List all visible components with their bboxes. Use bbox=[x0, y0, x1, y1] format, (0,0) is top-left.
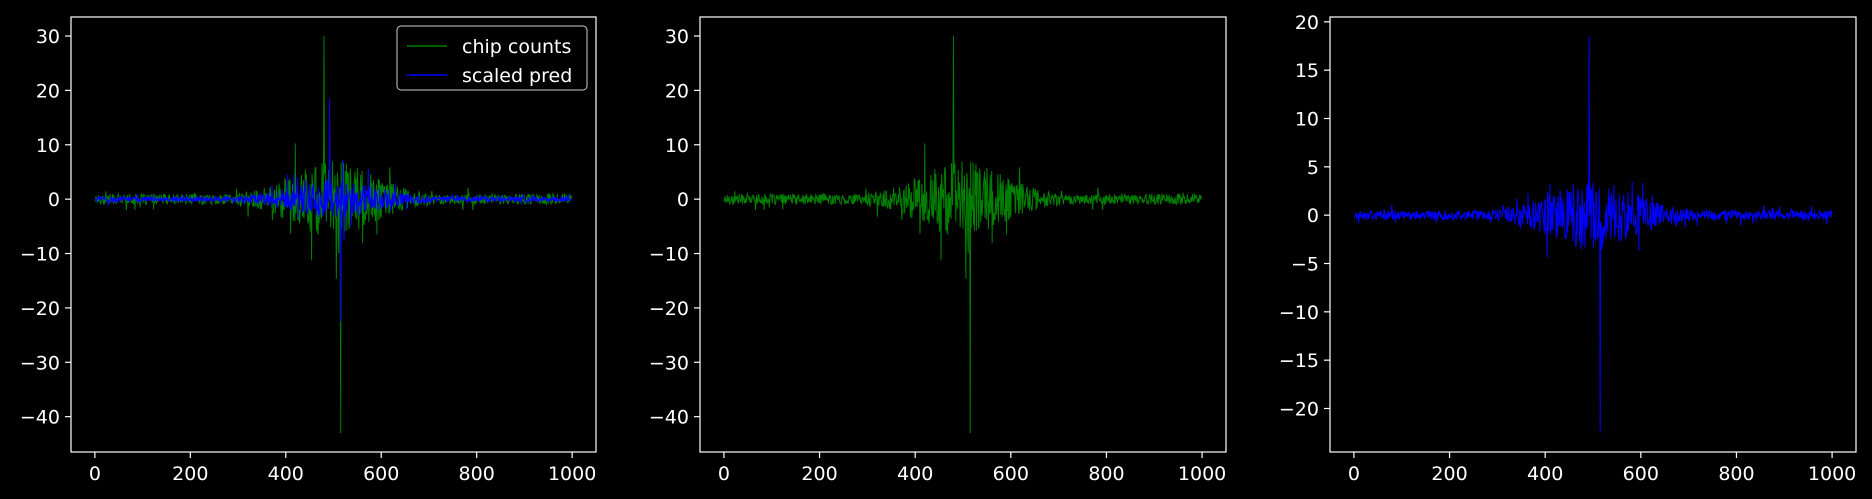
y-tick-label: −10 bbox=[649, 244, 689, 266]
y-tick-label: −10 bbox=[1279, 302, 1319, 324]
y-tick-label: 20 bbox=[1295, 12, 1319, 34]
x-tick-label: 800 bbox=[459, 463, 495, 485]
chart-panel-3: 0 200 400 600 800 1000 −20 −15 −10 −5 0 5 10 15 20 bbox=[1279, 12, 1857, 485]
x-tick-label: 1000 bbox=[548, 463, 596, 485]
y-tick-label: 10 bbox=[665, 135, 689, 157]
y-tick-label: 0 bbox=[677, 189, 689, 211]
x-tick-label: 600 bbox=[363, 463, 399, 485]
y-tick-label: 0 bbox=[1307, 205, 1319, 227]
x-tick-label: 800 bbox=[1718, 463, 1754, 485]
x-tick-label: 600 bbox=[1623, 463, 1659, 485]
x-tick-label: 1000 bbox=[1178, 463, 1226, 485]
y-tick-label: 5 bbox=[1307, 157, 1319, 179]
y-tick-label: −30 bbox=[20, 352, 60, 374]
x-tick-label: 200 bbox=[172, 463, 208, 485]
chart-panel-1: 0 200 400 600 800 1000 −40 −30 −20 −10 0 10 20 30 chip… bbox=[20, 16, 597, 485]
y-tick-label: −20 bbox=[20, 298, 60, 320]
legend-label: scaled pred bbox=[462, 65, 572, 87]
legend-label: chip counts bbox=[462, 36, 571, 58]
y-tick-label: 10 bbox=[1295, 109, 1319, 131]
chart-panel-2: 0 200 400 600 800 1000 −40 −30 −20 −10 0 10 20 30 bbox=[649, 16, 1227, 485]
y-tick-label: 20 bbox=[665, 80, 689, 102]
x-tick-label: 0 bbox=[1348, 463, 1360, 485]
y-tick-label: −20 bbox=[649, 298, 689, 320]
series-line-chip-counts bbox=[94, 36, 573, 433]
axes-frame bbox=[70, 16, 597, 453]
y-tick-label: −40 bbox=[20, 407, 60, 429]
y-tick-label: 30 bbox=[665, 26, 689, 48]
x-tick-label: 400 bbox=[1527, 463, 1563, 485]
legend: chip counts scaled pred bbox=[396, 25, 588, 91]
x-tick-label: 0 bbox=[718, 463, 730, 485]
axes-frame bbox=[1329, 16, 1857, 453]
y-tick-label: 20 bbox=[36, 80, 60, 102]
y-tick-label: −40 bbox=[649, 407, 689, 429]
series-line-blue bbox=[1353, 36, 1833, 433]
y-tick-label: 30 bbox=[36, 26, 60, 48]
x-tick-label: 200 bbox=[1431, 463, 1467, 485]
x-tick-label: 1000 bbox=[1808, 463, 1856, 485]
x-tick-label: 400 bbox=[897, 463, 933, 485]
y-tick-label: −15 bbox=[1279, 350, 1319, 372]
y-tick-label: 10 bbox=[36, 135, 60, 157]
series-line-scaled-pred bbox=[94, 98, 572, 322]
y-tick-label: −20 bbox=[1279, 399, 1319, 421]
axes-frame bbox=[699, 16, 1227, 453]
series-line-green bbox=[723, 36, 1203, 433]
x-tick-label: 400 bbox=[268, 463, 304, 485]
y-tick-label: −30 bbox=[649, 352, 689, 374]
x-tick-label: 200 bbox=[801, 463, 837, 485]
x-tick-label: 0 bbox=[89, 463, 101, 485]
x-tick-label: 800 bbox=[1088, 463, 1124, 485]
y-tick-label: 15 bbox=[1295, 60, 1319, 82]
y-tick-label: −10 bbox=[20, 244, 60, 266]
y-tick-label: 0 bbox=[48, 189, 60, 211]
legend-box bbox=[396, 25, 588, 91]
y-tick-label: −5 bbox=[1291, 254, 1319, 276]
x-tick-label: 600 bbox=[993, 463, 1029, 485]
